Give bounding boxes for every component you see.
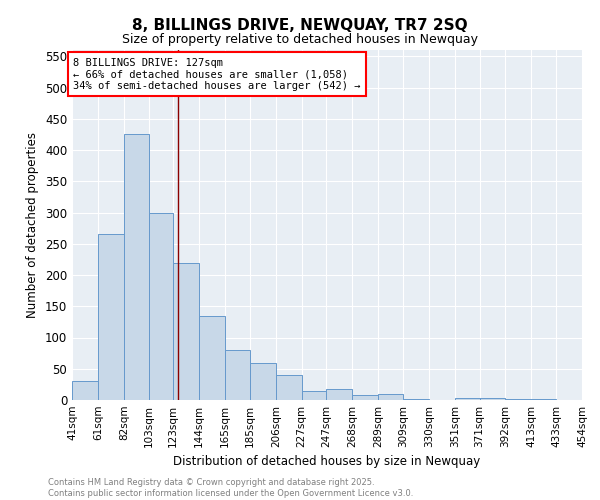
X-axis label: Distribution of detached houses by size in Newquay: Distribution of detached houses by size …	[173, 456, 481, 468]
Text: Size of property relative to detached houses in Newquay: Size of property relative to detached ho…	[122, 32, 478, 46]
Bar	[149, 212, 173, 400]
Bar	[479, 398, 505, 400]
Bar	[225, 350, 250, 400]
Bar	[302, 390, 326, 400]
Bar	[199, 316, 225, 400]
Bar	[276, 375, 302, 400]
Bar	[532, 399, 556, 400]
Text: 8 BILLINGS DRIVE: 127sqm
← 66% of detached houses are smaller (1,058)
34% of sem: 8 BILLINGS DRIVE: 127sqm ← 66% of detach…	[73, 58, 361, 90]
Bar	[505, 399, 532, 400]
Bar	[582, 398, 600, 400]
Y-axis label: Number of detached properties: Number of detached properties	[26, 132, 40, 318]
Bar	[455, 398, 479, 400]
Text: 8, BILLINGS DRIVE, NEWQUAY, TR7 2SQ: 8, BILLINGS DRIVE, NEWQUAY, TR7 2SQ	[132, 18, 468, 32]
Bar	[98, 234, 124, 400]
Bar	[173, 262, 199, 400]
Bar	[352, 395, 378, 400]
Bar	[124, 134, 149, 400]
Bar	[403, 399, 429, 400]
Bar	[378, 394, 403, 400]
Bar	[72, 381, 98, 400]
Text: Contains HM Land Registry data © Crown copyright and database right 2025.
Contai: Contains HM Land Registry data © Crown c…	[48, 478, 413, 498]
Bar	[250, 362, 276, 400]
Bar	[326, 390, 352, 400]
